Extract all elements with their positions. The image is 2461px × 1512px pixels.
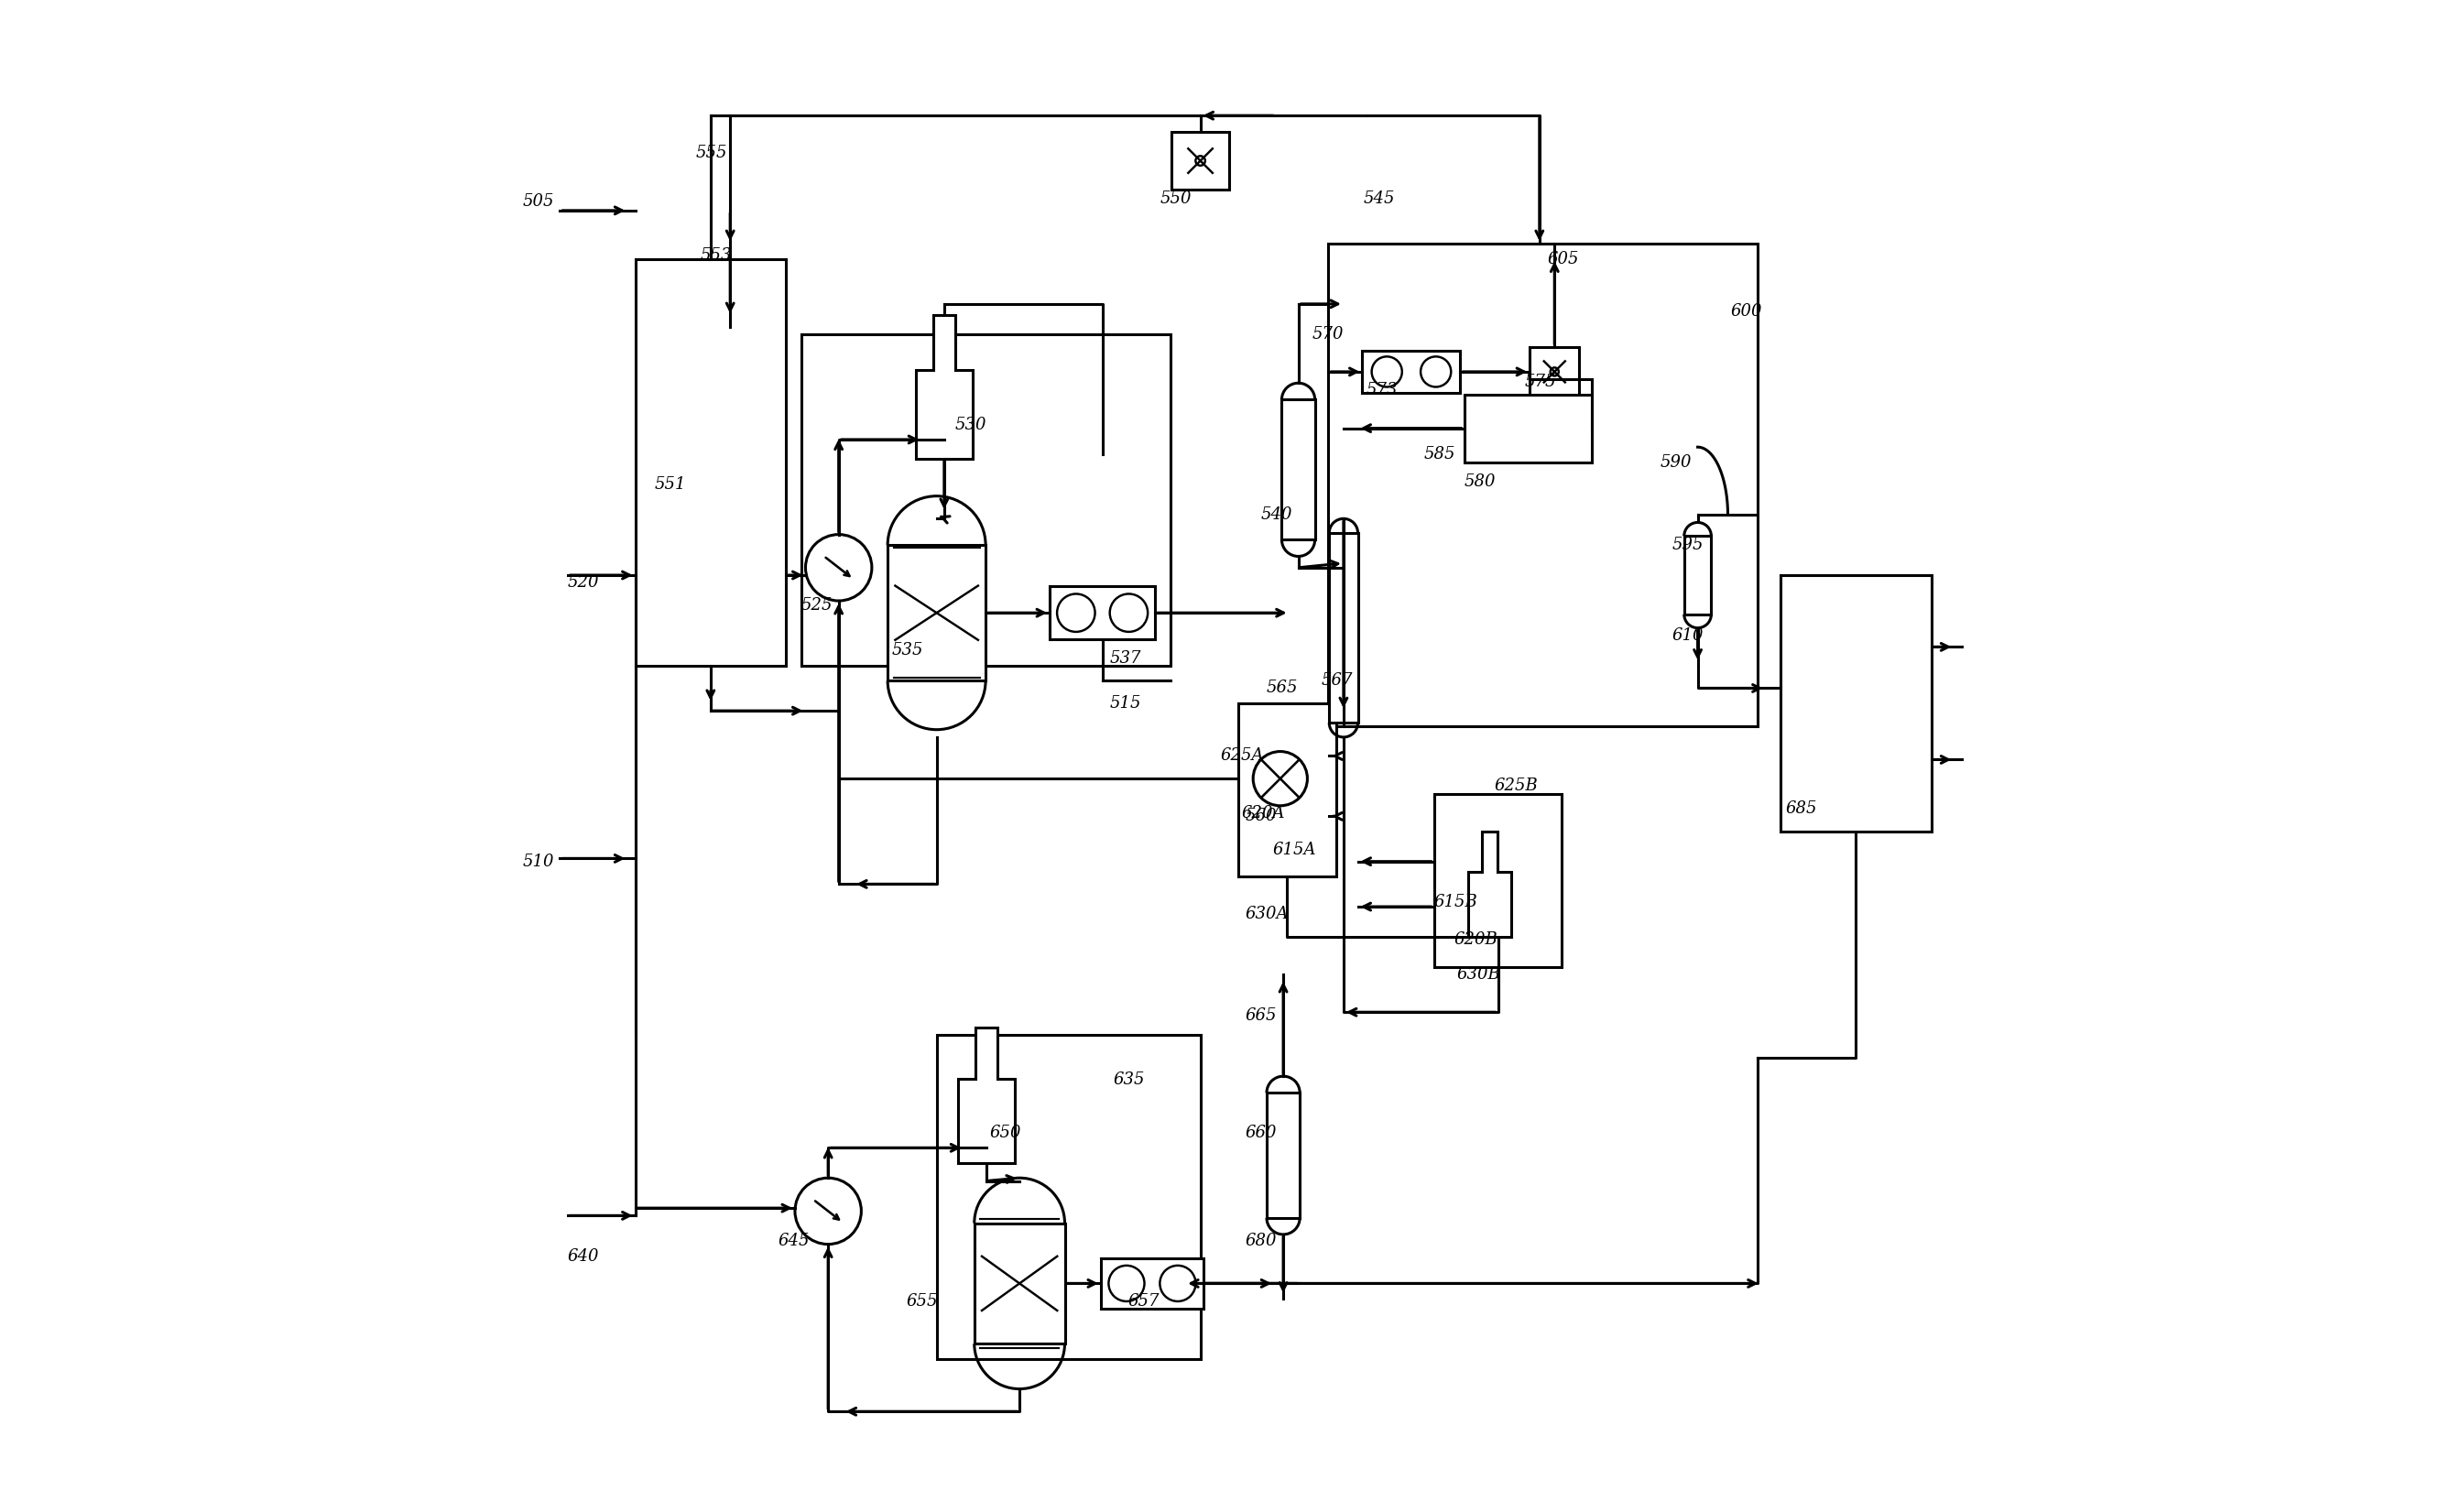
Text: 620A: 620A	[1240, 804, 1285, 821]
Text: 625B: 625B	[1494, 777, 1538, 794]
Circle shape	[805, 534, 871, 600]
Text: 685: 685	[1784, 800, 1816, 816]
Text: 585: 585	[1422, 446, 1454, 463]
Bar	[1435, 794, 1563, 968]
Text: 665: 665	[1245, 1007, 1277, 1024]
Text: 510: 510	[522, 853, 554, 869]
Bar	[888, 544, 984, 680]
Bar	[1782, 575, 1932, 832]
Circle shape	[1371, 357, 1403, 387]
Text: 535: 535	[891, 643, 923, 659]
Text: 530: 530	[955, 416, 987, 432]
Circle shape	[795, 1178, 861, 1244]
Text: 650: 650	[989, 1125, 1021, 1142]
Text: 680: 680	[1245, 1232, 1277, 1249]
Polygon shape	[1469, 832, 1511, 937]
Text: 560: 560	[1245, 807, 1277, 824]
Bar	[1329, 243, 1757, 726]
Bar	[1464, 395, 1592, 463]
Bar	[1531, 346, 1580, 396]
Bar	[975, 1223, 1066, 1344]
Text: 630A: 630A	[1245, 906, 1290, 922]
Text: 553: 553	[699, 248, 731, 265]
Bar	[800, 334, 1171, 665]
Circle shape	[1107, 1266, 1144, 1302]
Bar	[635, 259, 785, 665]
Text: 645: 645	[778, 1232, 810, 1249]
Circle shape	[1110, 594, 1147, 632]
Text: 620B: 620B	[1454, 931, 1496, 948]
Text: 630B: 630B	[1457, 966, 1501, 983]
Circle shape	[1196, 156, 1206, 166]
Bar	[1267, 1093, 1299, 1217]
Bar	[1683, 535, 1710, 614]
Text: 525: 525	[800, 597, 832, 614]
Text: 660: 660	[1245, 1125, 1277, 1142]
Text: 555: 555	[696, 145, 726, 162]
Text: 657: 657	[1127, 1293, 1159, 1309]
Circle shape	[1058, 594, 1095, 632]
Bar	[1238, 703, 1336, 877]
Text: 640: 640	[568, 1247, 598, 1264]
Bar	[1329, 532, 1358, 723]
Text: 600: 600	[1730, 304, 1762, 319]
Polygon shape	[957, 1027, 1014, 1163]
Bar	[1051, 587, 1154, 640]
Text: 605: 605	[1548, 251, 1578, 268]
Text: 625A: 625A	[1221, 748, 1262, 764]
Text: 655: 655	[906, 1293, 938, 1309]
Text: 565: 565	[1267, 680, 1299, 697]
Bar	[1282, 399, 1314, 540]
Text: 575: 575	[1523, 373, 1555, 390]
Circle shape	[1420, 357, 1452, 387]
Bar	[1171, 132, 1228, 189]
Text: 505: 505	[522, 194, 554, 210]
Text: 537: 537	[1110, 650, 1142, 667]
Text: 520: 520	[568, 575, 598, 591]
Bar	[1100, 1258, 1203, 1308]
Text: 635: 635	[1112, 1072, 1144, 1089]
Text: 590: 590	[1661, 454, 1691, 470]
Bar	[1363, 351, 1459, 393]
Text: 550: 550	[1159, 191, 1191, 207]
Text: 580: 580	[1464, 473, 1496, 490]
Text: 515: 515	[1110, 696, 1142, 712]
Text: 615B: 615B	[1435, 894, 1477, 910]
Text: 551: 551	[655, 476, 687, 493]
Circle shape	[1159, 1266, 1196, 1302]
Text: 570: 570	[1312, 325, 1344, 342]
Circle shape	[1253, 751, 1307, 806]
Bar	[938, 1034, 1201, 1359]
Text: 610: 610	[1671, 627, 1703, 644]
Text: 573: 573	[1366, 381, 1398, 398]
Text: 595: 595	[1671, 537, 1703, 553]
Text: 545: 545	[1363, 191, 1395, 207]
Text: 567: 567	[1322, 673, 1354, 689]
Text: 540: 540	[1260, 507, 1292, 523]
Circle shape	[1550, 367, 1558, 376]
Text: 615A: 615A	[1272, 841, 1317, 857]
Polygon shape	[915, 314, 972, 458]
